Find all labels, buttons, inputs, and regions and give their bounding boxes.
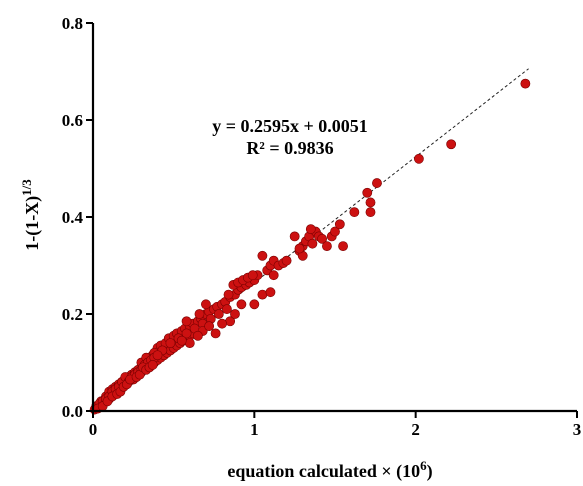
y-axis-title-main: 1-(1-X) <box>22 196 43 251</box>
data-point <box>338 241 348 251</box>
x-axis-title-main: equation calculated × (10 <box>227 461 420 482</box>
data-point <box>349 207 360 218</box>
data-point <box>152 350 163 361</box>
y-axis-title-sup: 1/3 <box>19 179 34 196</box>
x-axis-title-end: ) <box>427 461 433 482</box>
data-point <box>147 360 158 370</box>
data-point <box>365 197 376 208</box>
data-point <box>257 250 268 261</box>
data-point <box>322 241 332 251</box>
data-point <box>330 226 340 237</box>
data-point <box>201 299 211 310</box>
x-tick-label: 3 <box>573 420 582 439</box>
data-point <box>446 139 457 150</box>
data-point <box>230 309 240 319</box>
data-point <box>257 289 268 300</box>
ticks-layer: 0 1 2 3 0.0 0.2 0.4 0.6 0.8 <box>62 14 582 439</box>
data-point <box>213 309 224 319</box>
data-point <box>217 318 227 329</box>
data-point <box>365 207 376 218</box>
data-point <box>204 321 215 332</box>
x-tick-label: 0 <box>89 420 98 439</box>
data-point <box>294 243 305 254</box>
y-tick-label: 0.6 <box>62 111 83 130</box>
y-tick-label: 0.4 <box>62 208 84 227</box>
regression-equation: y = 0.2595x + 0.0051 <box>212 116 368 136</box>
data-points-layer <box>89 78 531 415</box>
data-point <box>307 238 318 249</box>
data-point <box>165 338 176 348</box>
data-point <box>236 299 247 310</box>
data-point <box>181 328 192 339</box>
data-point <box>305 224 316 235</box>
x-tick-label: 1 <box>250 420 259 439</box>
r-squared-label: R² = 0.9836 <box>246 138 333 158</box>
data-point <box>184 338 195 348</box>
data-point <box>192 330 203 341</box>
data-point <box>372 178 382 188</box>
data-point <box>210 328 221 339</box>
data-point <box>334 219 345 230</box>
data-point <box>281 255 292 266</box>
data-point <box>317 233 327 244</box>
data-point <box>247 270 258 281</box>
data-point <box>249 299 260 310</box>
x-axis-title-sup: 6 <box>420 458 427 473</box>
data-point <box>520 78 531 89</box>
y-tick-label: 0.2 <box>62 305 83 324</box>
data-point <box>194 309 205 319</box>
data-point <box>265 287 276 298</box>
y-tick-label: 0.8 <box>62 14 83 33</box>
data-point <box>413 153 424 164</box>
data-point <box>362 187 373 198</box>
x-axis-title: equation calculated × (106) <box>227 458 432 482</box>
data-point <box>268 270 279 281</box>
data-point <box>223 289 234 300</box>
x-tick-label: 2 <box>411 420 420 439</box>
data-point <box>222 304 232 315</box>
data-point <box>181 316 192 327</box>
data-point <box>176 335 187 346</box>
y-tick-label: 0.0 <box>62 402 83 421</box>
y-axis-title: 1-(1-X)1/3 <box>19 179 43 251</box>
data-point <box>289 231 300 242</box>
